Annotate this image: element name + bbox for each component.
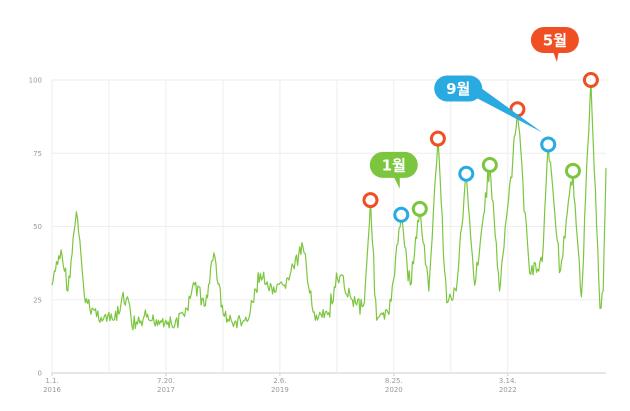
peak-marker <box>393 206 410 223</box>
series-line <box>51 79 607 331</box>
series-layer <box>51 79 607 331</box>
axes: 0 25 50 75 100 1.1.2016 7.20.2017 2.6.2019 8.25.… <box>29 77 517 395</box>
callout-label: 5월 <box>543 32 567 50</box>
callout-bubble <box>530 27 579 53</box>
peak-marker <box>540 136 557 153</box>
peak-marker <box>481 156 498 173</box>
callout-bubble <box>369 151 418 178</box>
callout-pointer <box>466 84 543 133</box>
peak-marker <box>564 162 581 179</box>
annotation-layer: 1월 9월 5월 <box>369 27 579 189</box>
peak-marker <box>429 130 446 147</box>
callout-bubble <box>434 75 483 102</box>
y-tick-label: 100 <box>29 77 42 85</box>
y-tick-label: 50 <box>33 223 42 231</box>
x-tick-year: 2020 <box>385 386 403 394</box>
marker-layer <box>362 72 599 223</box>
x-tick-label: 8.25. <box>385 377 403 385</box>
callout-label: 1월 <box>382 156 406 174</box>
grid <box>51 79 606 374</box>
x-tick-year: 2022 <box>499 386 517 394</box>
peak-marker <box>411 200 428 217</box>
callout-label: 9월 <box>446 80 470 98</box>
x-tick-year: 2016 <box>43 386 61 394</box>
x-tick-year: 2017 <box>157 386 175 394</box>
y-tick-label: 25 <box>33 296 42 304</box>
peak-marker <box>458 165 475 182</box>
callout: 9월 <box>434 75 543 133</box>
x-tick-label: 2.6. <box>273 377 286 385</box>
callout: 1월 <box>369 151 418 189</box>
y-tick-label: 0 <box>38 370 42 378</box>
callout: 5월 <box>530 27 579 62</box>
x-tick-year: 2019 <box>271 386 289 394</box>
x-tick-label: 7.20. <box>157 377 175 385</box>
peak-marker <box>362 192 379 209</box>
y-tick-label: 75 <box>33 150 42 158</box>
peak-marker <box>582 72 599 88</box>
x-tick-label: 3.14. <box>499 377 517 385</box>
x-tick-label: 1.1. <box>45 377 58 385</box>
